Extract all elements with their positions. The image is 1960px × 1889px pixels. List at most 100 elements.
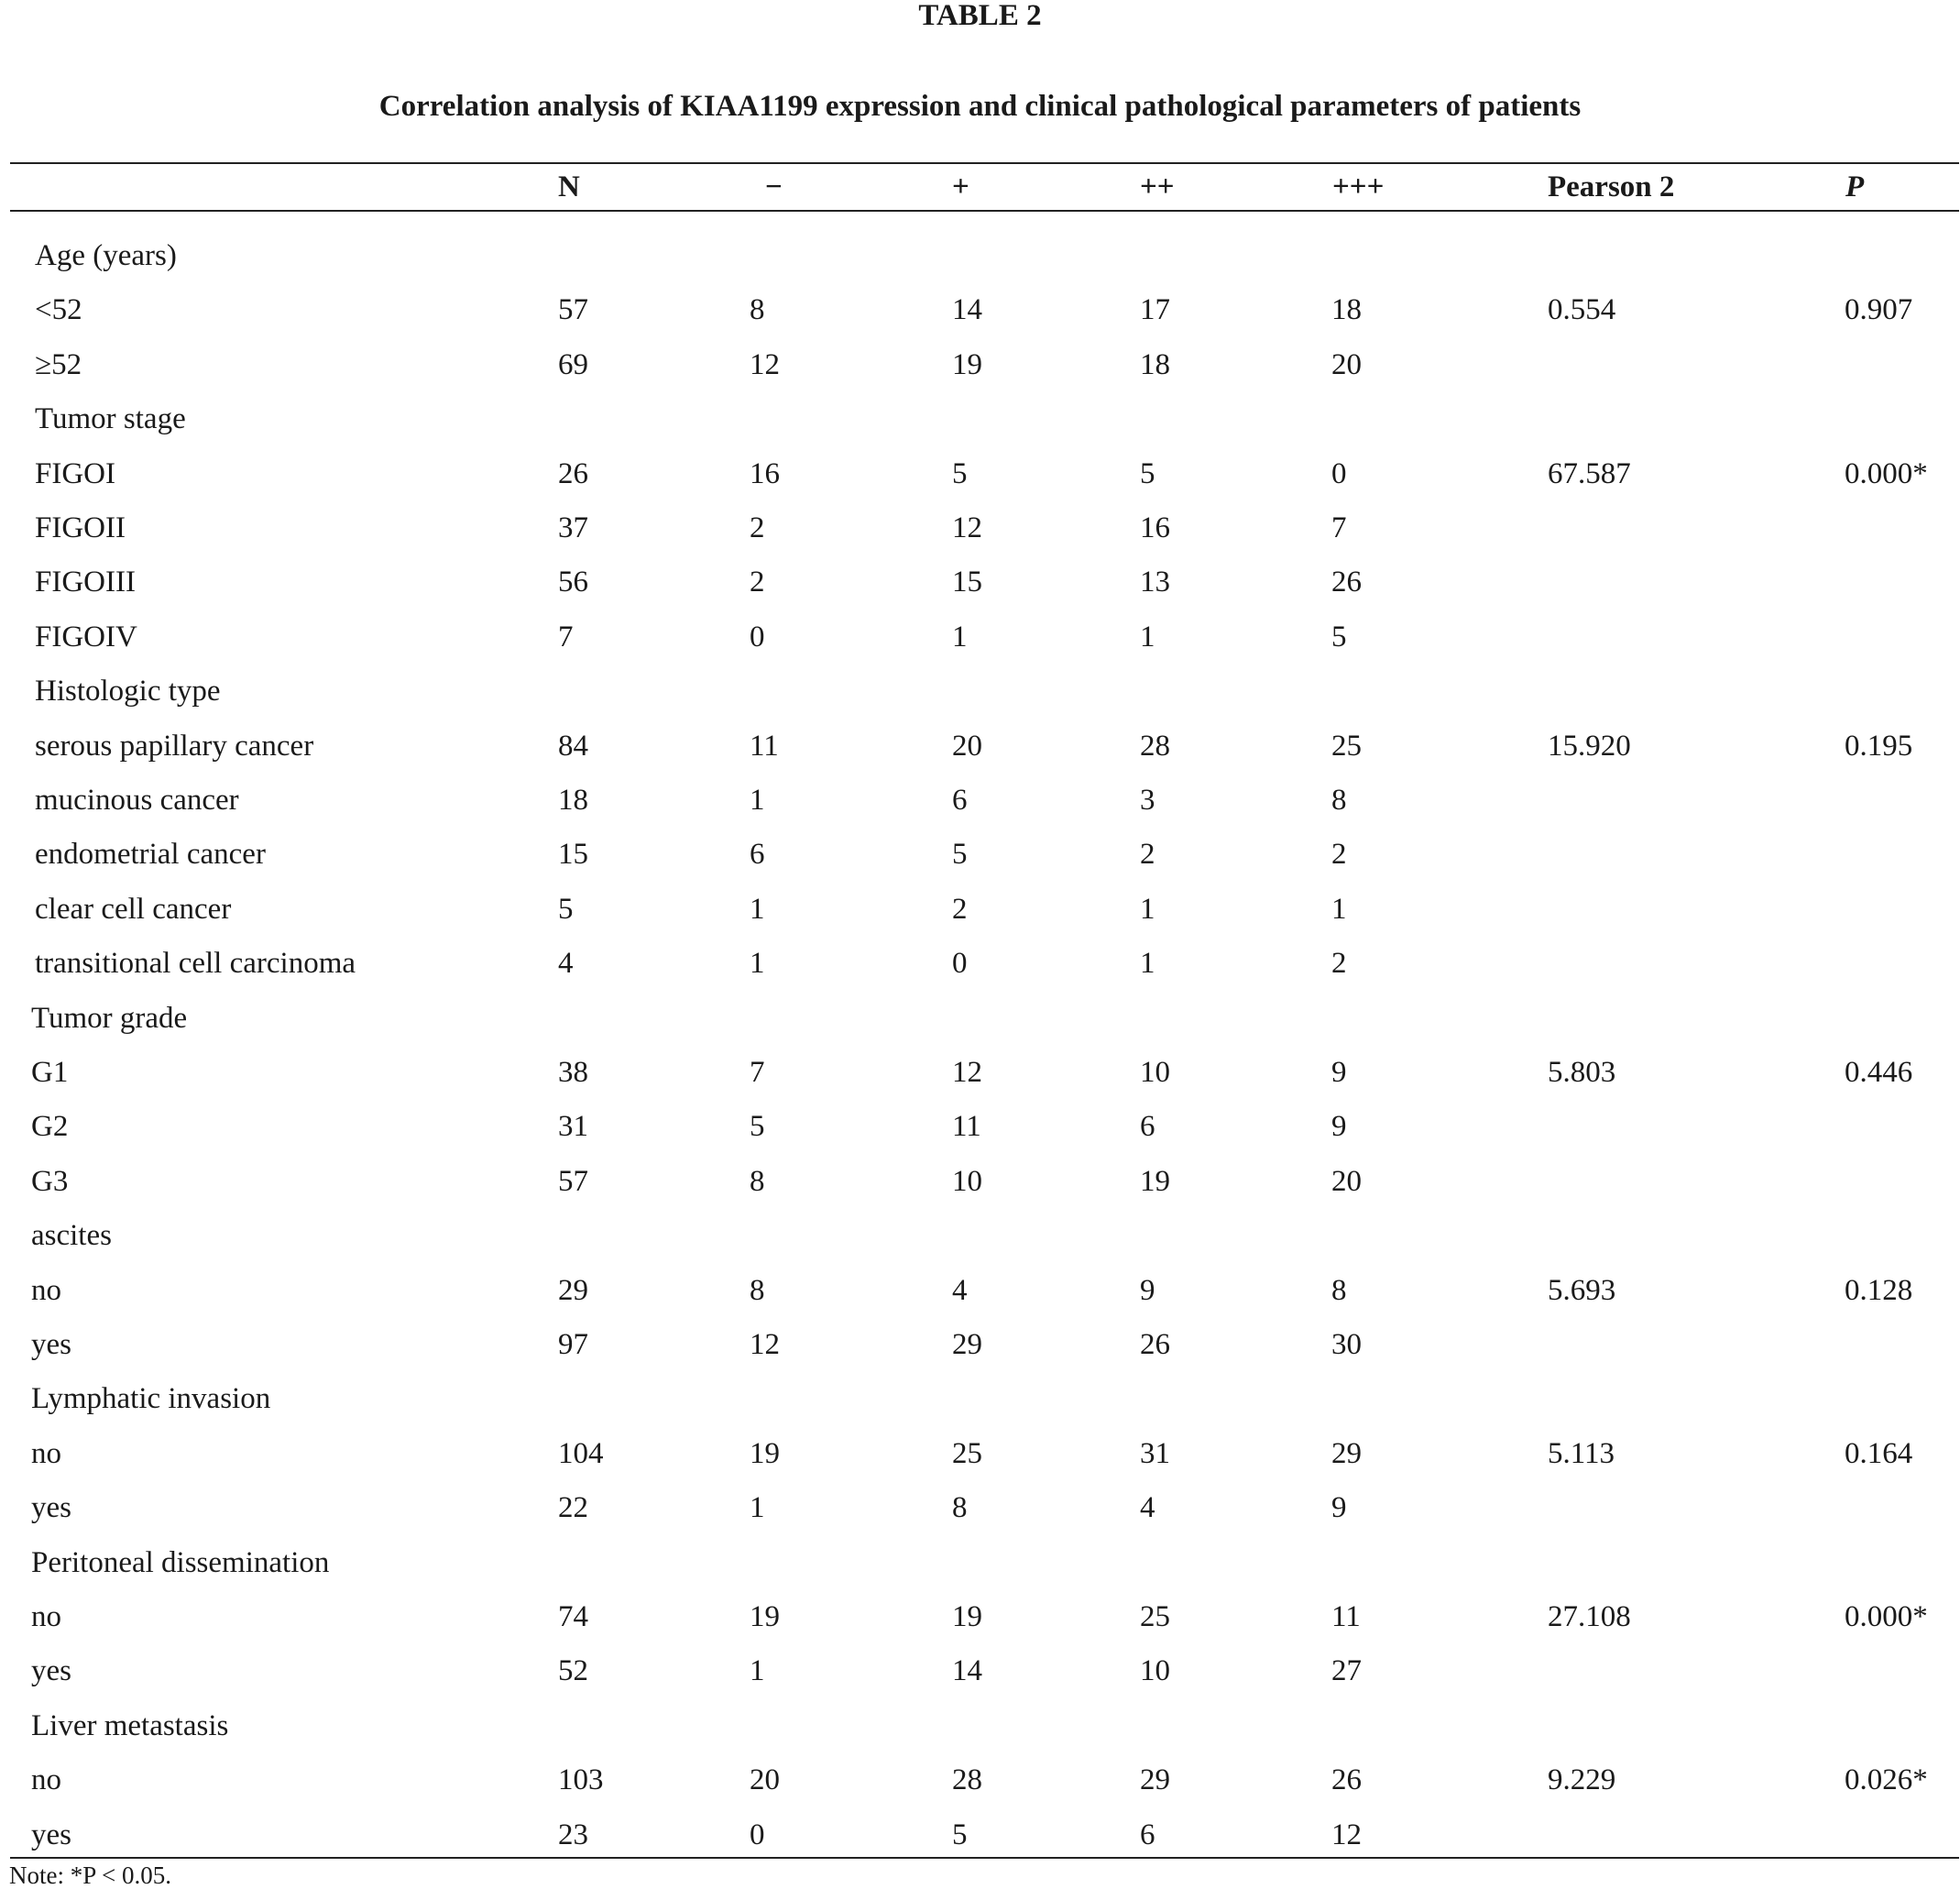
row-label: Peritoneal dissemination	[31, 1545, 330, 1579]
cell-negative: 16	[750, 456, 780, 490]
cell-triple-plus: 26	[1331, 1763, 1362, 1797]
cell-negative: 19	[750, 1436, 780, 1470]
row-label: no	[31, 1763, 61, 1797]
cell-triple-plus: 26	[1331, 566, 1362, 599]
cell-negative: 5	[750, 1110, 765, 1144]
table-note: Note: *P < 0.05.	[9, 1862, 171, 1889]
cell-p-value: 0.164	[1845, 1436, 1913, 1470]
cell-p-value: 0.907	[1845, 293, 1913, 327]
cell-plus: 28	[952, 1763, 982, 1797]
cell-n: 37	[558, 511, 588, 544]
cell-n: 97	[558, 1328, 588, 1361]
cell-double-plus: 16	[1140, 511, 1170, 544]
cell-negative: 1	[750, 947, 765, 981]
cell-p-value: 0.000*	[1845, 1600, 1928, 1633]
cell-double-plus: 6	[1140, 1818, 1155, 1851]
cell-double-plus: 29	[1140, 1763, 1170, 1797]
cell-plus: 14	[952, 1654, 982, 1688]
row-label: FIGOII	[35, 511, 126, 544]
table-row: no 29 8 4 9 8 5.693 0.128	[0, 1264, 1960, 1318]
cell-n: 103	[558, 1763, 604, 1797]
table-row: transitional cell carcinoma 4 1 0 1 2	[0, 937, 1960, 991]
table-row: ≥52 69 12 19 18 20	[0, 338, 1960, 392]
row-label: FIGOIII	[35, 566, 136, 599]
cell-n: 84	[558, 729, 588, 763]
cell-triple-plus: 27	[1331, 1654, 1362, 1688]
row-label: yes	[31, 1491, 71, 1525]
cell-negative: 12	[750, 347, 780, 381]
cell-double-plus: 1	[1140, 947, 1155, 981]
cell-pearson: 67.587	[1548, 456, 1631, 490]
cell-triple-plus: 1	[1331, 892, 1347, 926]
cell-plus: 15	[952, 566, 982, 599]
cell-triple-plus: 8	[1331, 1273, 1347, 1307]
cell-p-value: 0.195	[1845, 729, 1913, 763]
cell-n: 31	[558, 1110, 588, 1144]
cell-double-plus: 31	[1140, 1436, 1170, 1470]
row-label: Liver metastasis	[31, 1708, 229, 1742]
cell-n: 29	[558, 1273, 588, 1307]
table-row: yes 97 12 29 26 30	[0, 1318, 1960, 1372]
row-label: FIGOI	[35, 456, 115, 490]
row-label: serous papillary cancer	[35, 729, 314, 763]
row-label: G3	[31, 1164, 69, 1198]
cell-double-plus: 4	[1140, 1491, 1155, 1525]
table-header-rule	[10, 210, 1959, 212]
cell-negative: 19	[750, 1600, 780, 1633]
table-row: G3 57 8 10 19 20	[0, 1155, 1960, 1209]
cell-double-plus: 1	[1140, 620, 1155, 653]
cell-plus: 1	[952, 620, 968, 653]
cell-plus: 19	[952, 347, 982, 381]
table-row: G1 38 7 12 10 9 5.803 0.446	[0, 1046, 1960, 1100]
cell-plus: 10	[952, 1164, 982, 1198]
cell-triple-plus: 30	[1331, 1328, 1362, 1361]
table-row: <52 57 8 14 17 18 0.554 0.907	[0, 283, 1960, 337]
cell-triple-plus: 9	[1331, 1491, 1347, 1525]
cell-p-value: 0.128	[1845, 1273, 1913, 1307]
header-p: P	[1845, 170, 1865, 203]
table-title: Correlation analysis of KIAA1199 express…	[378, 90, 1582, 123]
header-n: N	[558, 170, 580, 203]
table-top-rule	[10, 162, 1959, 164]
cell-plus: 25	[952, 1436, 982, 1470]
row-label: ascites	[31, 1219, 112, 1253]
cell-triple-plus: 20	[1331, 347, 1362, 381]
row-label: yes	[31, 1328, 71, 1361]
row-label: yes	[31, 1654, 71, 1688]
table-row: Age (years)	[0, 229, 1960, 283]
cell-triple-plus: 5	[1331, 620, 1347, 653]
cell-p-value: 0.026*	[1845, 1763, 1928, 1797]
cell-n: 74	[558, 1600, 588, 1633]
table-row: Tumor grade	[0, 992, 1960, 1046]
cell-negative: 8	[750, 1164, 765, 1198]
cell-plus: 5	[952, 456, 968, 490]
cell-n: 38	[558, 1056, 588, 1089]
cell-plus: 19	[952, 1600, 982, 1633]
row-label: Tumor grade	[31, 1001, 188, 1035]
cell-double-plus: 1	[1140, 892, 1155, 926]
cell-triple-plus: 9	[1331, 1056, 1347, 1089]
cell-n: 104	[558, 1436, 604, 1470]
cell-pearson: 5.113	[1548, 1436, 1615, 1470]
cell-triple-plus: 2	[1331, 838, 1347, 872]
row-label: Age (years)	[35, 239, 177, 272]
cell-double-plus: 18	[1140, 347, 1170, 381]
table-row: endometrial cancer 15 6 5 2 2	[0, 828, 1960, 882]
cell-triple-plus: 20	[1331, 1164, 1362, 1198]
cell-plus: 29	[952, 1328, 982, 1361]
table-row: G2 31 5 11 6 9	[0, 1100, 1960, 1154]
cell-n: 56	[558, 566, 588, 599]
table-row: FIGOIII 56 2 15 13 26	[0, 555, 1960, 610]
cell-plus: 5	[952, 838, 968, 872]
cell-p-value: 0.000*	[1845, 456, 1928, 490]
cell-double-plus: 2	[1140, 838, 1155, 872]
table-label: TABLE 2	[918, 0, 1042, 32]
cell-n: 52	[558, 1654, 588, 1688]
cell-n: 26	[558, 456, 588, 490]
table-row: Histologic type	[0, 664, 1960, 719]
cell-n: 69	[558, 347, 588, 381]
cell-double-plus: 10	[1140, 1056, 1170, 1089]
cell-double-plus: 19	[1140, 1164, 1170, 1198]
row-label: FIGOIV	[35, 620, 137, 653]
cell-double-plus: 10	[1140, 1654, 1170, 1688]
